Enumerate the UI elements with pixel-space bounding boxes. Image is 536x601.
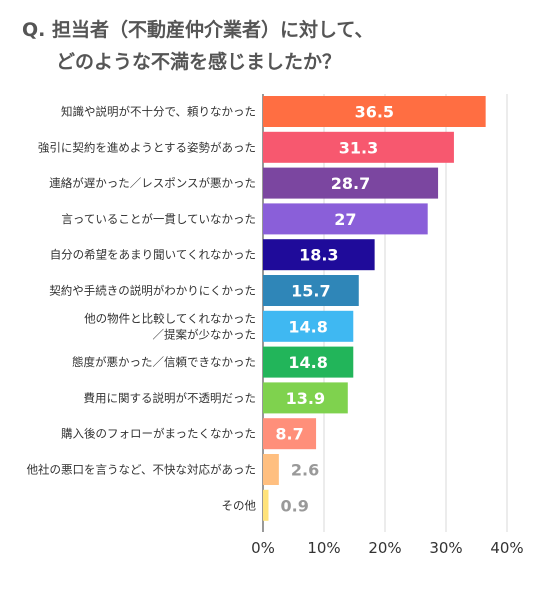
x-axis-ticks: 0% 10% 20% 30% 40% [251,539,524,557]
value-label: 18.3 [299,246,338,265]
x-tick-label: 40% [490,539,523,557]
bar [263,239,375,271]
x-tick-label: 10% [307,539,340,557]
category-label: 契約や手続きの説明がわかりにくかった [49,284,256,298]
chart-title: Q. 担当者（不動産仲介業者）に対して、 どのような不満を感じましたか？ [22,14,532,78]
bar [263,203,428,235]
bar [263,96,486,127]
x-tick-label: 0% [251,539,275,557]
value-label: 8.7 [275,425,303,444]
category-label: 知識や説明が不十分で、頼りなかった [61,105,256,119]
x-tick-label: 30% [429,539,462,557]
value-label: 14.8 [288,353,327,372]
value-label: 2.6 [291,461,319,480]
bars [263,96,486,521]
category-label: 購入後のフォローがまったくなかった [61,427,256,441]
x-tick-label: 20% [368,539,401,557]
category-label: ／提案が少なかった [153,327,257,341]
category-label: 他社の悪口を言うなど、不快な対応があった [27,463,256,477]
category-label: 費用に関する説明が不透明だった [84,391,257,405]
category-label: 自分の希望をあまり聞いてくれなかった [50,248,256,262]
bar [263,418,317,450]
value-label: 13.9 [286,389,325,408]
bar [263,131,454,163]
bar [263,167,439,199]
value-label: 15.7 [291,282,330,301]
category-label: 態度が悪かった／信頼できなかった [72,355,256,369]
value-label: 28.7 [331,174,370,193]
bar [263,346,354,378]
bar [263,275,359,306]
category-label: 言っていることが一貫していなかった [61,212,256,226]
category-label: 連絡が遅かった／レスポンスが悪かった [49,176,256,190]
bar [263,310,354,342]
bar [263,489,269,521]
value-label: 36.5 [355,103,394,122]
bar [263,454,279,485]
value-label: 14.8 [288,317,327,336]
category-labels: 知識や説明が不十分で、頼りなかった強引に契約を進めようとする姿勢があった連絡が遅… [27,105,257,513]
title-line-1: Q. 担当者（不動産仲介業者）に対して、 [22,19,374,41]
title-line-2: どのような不満を感じましたか？ [56,51,342,73]
value-label: 31.3 [339,138,378,157]
category-label: 強引に契約を進めようとする姿勢があった [38,140,256,154]
bar [263,382,348,414]
value-label: 0.9 [280,496,308,515]
category-label: 他の物件と比較してくれなかった [84,311,256,325]
value-label: 27 [334,210,356,229]
value-labels: 36.5 31.3 28.7 27 18.3 15.7 14.8 14.8 13.9 8.7 2.6… [275,103,394,516]
category-label: その他 [222,498,257,512]
